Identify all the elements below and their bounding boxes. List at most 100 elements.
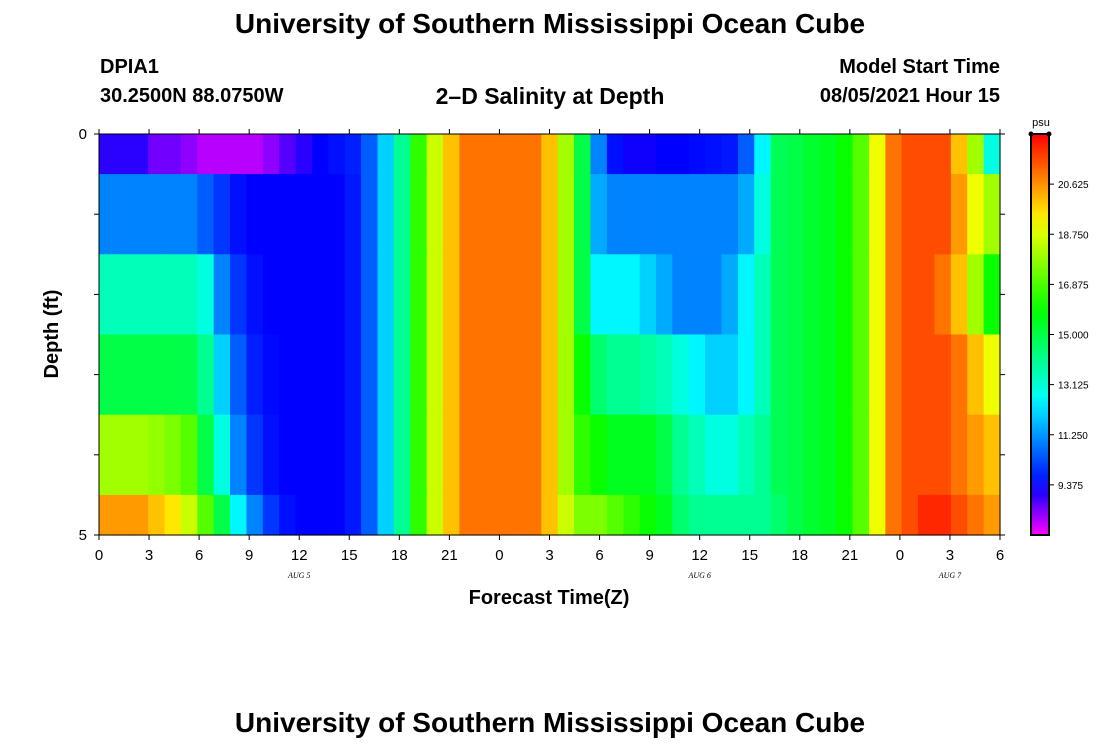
heatmap-cell bbox=[459, 134, 477, 175]
heatmap-cell bbox=[197, 494, 215, 536]
colorbar-tick-label: 11.250 bbox=[1058, 431, 1088, 442]
heatmap-cell bbox=[950, 414, 968, 496]
colorbar-tick-label: 13.125 bbox=[1058, 381, 1089, 392]
heatmap-cell bbox=[852, 174, 870, 255]
heatmap-cell bbox=[737, 414, 755, 496]
heatmap-cell bbox=[868, 174, 886, 255]
y-tick-label: 0 bbox=[79, 126, 87, 143]
heatmap-cell bbox=[885, 494, 903, 536]
x-tick-label: 12 bbox=[291, 547, 308, 564]
heatmap-cell bbox=[115, 254, 133, 336]
colorbar-corner-dot bbox=[1046, 131, 1052, 137]
heatmap-cell bbox=[230, 494, 248, 536]
heatmap-cell bbox=[885, 254, 903, 336]
heatmap-cell bbox=[868, 414, 886, 496]
x-tick-label: 3 bbox=[145, 547, 153, 564]
heatmap-cell bbox=[672, 494, 690, 536]
heatmap-cell bbox=[148, 494, 166, 536]
heatmap-cell bbox=[524, 254, 542, 336]
heatmap-cell bbox=[639, 414, 657, 496]
heatmap-cell bbox=[967, 414, 985, 496]
heatmap-cell bbox=[311, 174, 329, 255]
heatmap-cell bbox=[295, 254, 313, 336]
heatmap-cell bbox=[164, 254, 182, 336]
colorbar: psu 9.375 11.250 13.125 15.000 16.875 18.750 2… bbox=[1028, 117, 1089, 536]
heatmap-cell bbox=[475, 174, 493, 255]
heatmap-cell bbox=[213, 134, 231, 175]
heatmap-cell bbox=[443, 414, 460, 496]
heatmap-cell bbox=[443, 134, 460, 175]
heatmap-cell bbox=[180, 414, 198, 496]
colorbar-tick-label: 20.625 bbox=[1058, 180, 1089, 191]
x-tick-label: 0 bbox=[495, 547, 503, 564]
heatmap-cell bbox=[918, 134, 936, 175]
heatmap-cell bbox=[426, 414, 444, 496]
heatmap-cell bbox=[393, 254, 411, 336]
heatmap-cell bbox=[492, 254, 510, 336]
heatmap-cell bbox=[705, 254, 723, 336]
x-tick-label: 18 bbox=[791, 547, 808, 564]
heatmap-cell bbox=[197, 414, 215, 496]
heatmap-cell bbox=[606, 174, 624, 255]
heatmap-cell bbox=[344, 254, 362, 336]
heatmap-cell bbox=[344, 494, 362, 536]
heatmap-cell bbox=[524, 494, 542, 536]
heatmap-cell bbox=[737, 334, 755, 416]
heatmap-cell bbox=[262, 414, 280, 496]
heatmap-cell bbox=[836, 334, 854, 416]
heatmap-cell bbox=[934, 134, 952, 175]
heatmap-cell bbox=[524, 414, 542, 496]
heatmap-cell bbox=[262, 254, 280, 336]
heatmap-cell bbox=[655, 134, 673, 175]
heatmap-cell bbox=[655, 254, 673, 336]
heatmap-cell bbox=[950, 494, 968, 536]
heatmap-cell bbox=[213, 174, 231, 255]
heatmap-cell bbox=[311, 494, 329, 536]
heatmap-cell bbox=[721, 414, 739, 496]
heatmap-cell bbox=[770, 334, 788, 416]
heatmap-cell bbox=[541, 134, 559, 175]
heatmap-cell bbox=[655, 334, 673, 416]
heatmap-cell bbox=[885, 134, 903, 175]
heatmap-cell bbox=[590, 334, 608, 416]
heatmap-cell bbox=[99, 414, 116, 496]
station-id: DPIA1 bbox=[100, 56, 159, 78]
colorbar-tick-label: 18.750 bbox=[1058, 230, 1089, 241]
heatmap-cell bbox=[213, 334, 231, 416]
heatmap-cell bbox=[606, 134, 624, 175]
heatmap-cell bbox=[393, 174, 411, 255]
heatmap-cell bbox=[197, 334, 215, 416]
colorbar-corner-dot bbox=[1028, 131, 1034, 137]
heatmap-cell bbox=[311, 134, 329, 175]
x-tick-label: 0 bbox=[95, 547, 103, 564]
heatmap-cell bbox=[836, 174, 854, 255]
heatmap-cell bbox=[377, 494, 395, 536]
heatmap-cell bbox=[950, 174, 968, 255]
heatmap-cell bbox=[246, 494, 264, 536]
heatmap-cell bbox=[819, 494, 837, 536]
heatmap-cell bbox=[852, 254, 870, 336]
heatmap-cell bbox=[705, 174, 723, 255]
heatmap-cell bbox=[230, 414, 248, 496]
heatmap-cell bbox=[492, 134, 510, 175]
heatmap-cell bbox=[868, 134, 886, 175]
x-tick-label: 9 bbox=[245, 547, 253, 564]
heatmap-cell bbox=[328, 334, 346, 416]
heatmap-cell bbox=[983, 174, 1001, 255]
heatmap-cell bbox=[541, 254, 559, 336]
heatmap-cell bbox=[246, 134, 264, 175]
heatmap-cell bbox=[508, 254, 526, 336]
x-date-label: AUG 7 bbox=[938, 571, 962, 580]
heatmap-cell bbox=[508, 494, 526, 536]
heatmap-cell bbox=[688, 414, 706, 496]
heatmap-cell bbox=[803, 134, 821, 175]
heatmap-cell bbox=[819, 254, 837, 336]
heatmap-cell bbox=[148, 334, 166, 416]
heatmap-cell bbox=[639, 174, 657, 255]
heatmap-cell bbox=[967, 334, 985, 416]
heatmap-cell bbox=[606, 414, 624, 496]
heatmap-cell bbox=[639, 334, 657, 416]
heatmap-cell bbox=[295, 134, 313, 175]
heatmap-cell bbox=[459, 174, 477, 255]
heatmap-cell bbox=[574, 334, 592, 416]
